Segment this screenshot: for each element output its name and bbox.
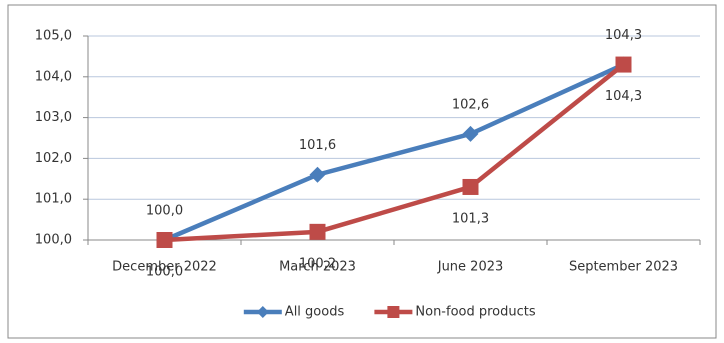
legend-marker: [256, 306, 269, 318]
data-label: 100,0: [146, 204, 183, 219]
x-tick-label: December 2022: [112, 260, 217, 275]
data-label: 100,2: [299, 256, 336, 271]
y-tick-label: 101,0: [35, 192, 72, 207]
data-label: 101,3: [452, 211, 489, 226]
series-line: [163, 62, 625, 243]
y-tick-label: 100,0: [35, 233, 72, 248]
x-tick-label: June 2023: [437, 260, 504, 275]
legend-label: Non-food products: [415, 305, 535, 320]
y-tick-label: 103,0: [35, 110, 72, 125]
data-label: 100,0: [146, 265, 183, 280]
data-label: 101,6: [299, 138, 336, 153]
y-tick-label: 104,0: [35, 69, 72, 84]
y-tick-label: 105,0: [35, 29, 72, 44]
data-label: 104,3: [605, 28, 642, 43]
marker: [156, 232, 173, 248]
series-line: [164, 62, 625, 243]
marker: [309, 166, 326, 183]
marker: [462, 178, 479, 195]
chart-frame: [7, 4, 717, 339]
legend-marker: [387, 306, 400, 318]
legend-label: All goods: [285, 305, 345, 320]
x-tick-label: September 2023: [569, 260, 678, 275]
x-tick-label: March 2023: [279, 260, 356, 275]
marker: [309, 223, 326, 240]
y-tick-label: 102,0: [35, 151, 72, 166]
data-label: 102,6: [452, 97, 489, 112]
marker: [615, 56, 632, 73]
marker: [462, 125, 479, 142]
data-label: 104,3: [605, 89, 642, 104]
